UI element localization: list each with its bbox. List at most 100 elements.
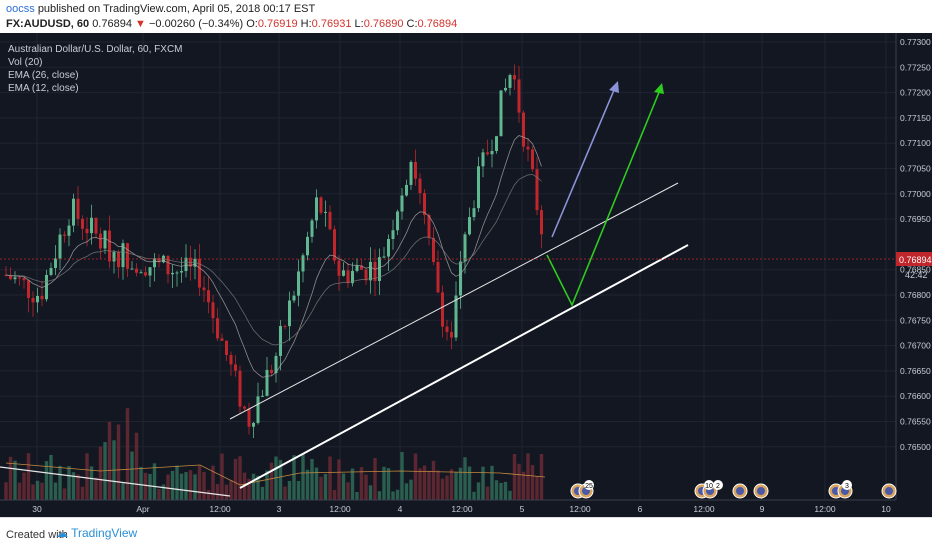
event-flag-inner-icon [757, 487, 765, 495]
volume-bar [337, 459, 341, 500]
time-tick-label: 12:00 [329, 504, 351, 514]
price-axis[interactable] [896, 33, 932, 517]
candle-body [121, 243, 125, 268]
volume-bar [193, 474, 197, 500]
candle-body [256, 396, 260, 423]
legend-ema26[interactable]: EMA (26, close) [8, 70, 79, 81]
price-tick-label: 0.76950 [900, 214, 931, 224]
volume-bar [418, 468, 422, 500]
bar-countdown: 42:42 [905, 270, 928, 280]
lower-trendline[interactable] [239, 244, 689, 489]
blue-projection-line[interactable] [551, 82, 618, 238]
volume-bar [395, 489, 400, 500]
close-value: 0.76894 [417, 18, 458, 30]
price-tick-label: 0.77100 [900, 138, 931, 148]
candle-body [387, 238, 390, 257]
volume-bar [292, 455, 296, 500]
volume-bar [62, 488, 67, 500]
candle-body [58, 234, 62, 259]
volume-bar [305, 469, 310, 500]
volume-bar [26, 453, 31, 500]
volume-bar [139, 467, 143, 500]
candle-body [225, 340, 228, 356]
candle-body [238, 370, 242, 407]
candle-body [265, 369, 269, 396]
old-trendline[interactable] [0, 466, 231, 497]
candle-body [247, 408, 251, 427]
tradingview-cloud-icon: ☁ [56, 526, 68, 540]
author-link[interactable]: oocss [6, 3, 35, 15]
event-count-badge[interactable] [584, 480, 594, 490]
event-count-badge[interactable] [842, 480, 852, 490]
candle-body [319, 197, 323, 213]
candle-body [184, 257, 188, 272]
chart-area[interactable]: 0.77300 0.77250 0.77200 0.77150 0.77100 0.770… [0, 33, 932, 517]
price-tick-label: 0.77000 [900, 189, 931, 199]
legend-volume[interactable]: Vol (20) [8, 57, 43, 68]
volume-bar [346, 482, 350, 500]
candle-body [297, 271, 300, 296]
high-label: H: [300, 18, 312, 30]
candle-body [40, 295, 44, 300]
candle-body [126, 243, 129, 269]
candle-body [180, 271, 183, 273]
volume-bar [121, 483, 125, 500]
price-tick-label: 0.76700 [900, 341, 931, 351]
candle-body [90, 217, 93, 234]
price-tick-label: 0.76750 [900, 315, 931, 325]
volume-bar [202, 471, 206, 500]
volume-bar [197, 465, 202, 500]
price-tick-label: 0.76500 [900, 442, 931, 452]
volume-bar [67, 466, 71, 500]
candle-body [301, 255, 305, 272]
volume-bar [287, 480, 292, 500]
high-value: 0.76931 [311, 18, 352, 30]
event-count-badge[interactable] [713, 480, 723, 490]
event-count-badge[interactable] [704, 480, 714, 490]
candle-body [535, 169, 539, 211]
volume-bar [341, 473, 346, 500]
volume-bar [449, 469, 454, 500]
low-value: 0.76890 [363, 18, 404, 30]
volume-bar [247, 478, 251, 500]
candle-body [436, 261, 440, 293]
volume-bar [350, 468, 355, 500]
green-arrowhead-icon [654, 83, 664, 94]
price-chart[interactable]: 0.77300 0.77250 0.77200 0.77150 0.77100 0.770… [0, 33, 932, 517]
candle-body [67, 225, 71, 236]
price-tick-label: 0.77050 [900, 164, 931, 174]
down-arrow-icon: ▼ [135, 18, 146, 30]
volume-bar [476, 482, 481, 500]
time-tick-label: 4 [398, 504, 403, 514]
volume-bar [130, 451, 134, 500]
candle-body [130, 268, 134, 270]
candle-body [292, 295, 296, 301]
event-flag-inner-icon [885, 487, 893, 495]
candle-body [279, 325, 282, 356]
volume-bar [512, 454, 517, 500]
volume-bar [526, 453, 530, 500]
volume-bar [472, 491, 476, 500]
candle-body [274, 355, 278, 374]
tradingview-logo[interactable]: ☁ TradingView [56, 526, 137, 540]
candle-body [99, 233, 102, 249]
candle-body [495, 136, 498, 151]
upper-trendline[interactable] [229, 182, 679, 420]
time-tick-label: 3 [277, 504, 282, 514]
volume-bar [332, 489, 337, 500]
candle-body [333, 229, 336, 261]
candle-body [54, 258, 57, 268]
candle-body [229, 355, 233, 365]
event-badges[interactable]: 25 10 2 3 [570, 480, 897, 499]
volume-bar [157, 488, 161, 500]
volume-bar [463, 457, 467, 500]
price-tick-label: 0.76800 [900, 290, 931, 300]
green-projection-line[interactable] [546, 84, 663, 307]
ema26-line [5, 174, 542, 346]
close-label: C: [406, 18, 418, 30]
volume-bar [211, 465, 215, 500]
legend-ema12[interactable]: EMA (12, close) [8, 83, 79, 94]
candle-body [490, 150, 494, 155]
volume-bar [391, 491, 395, 500]
current-price-text: 0.76894 [899, 255, 932, 265]
